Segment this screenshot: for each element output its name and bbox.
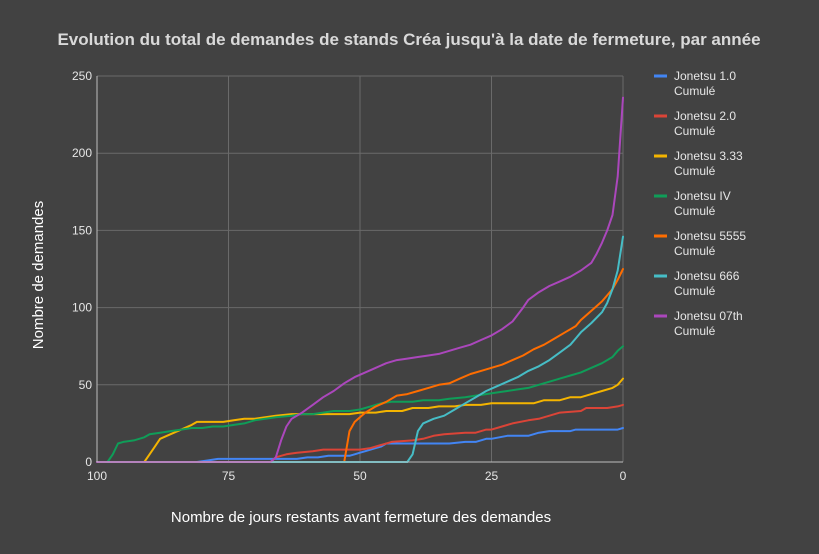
series-line-7 [96, 96, 624, 463]
legend-item: Jonetsu 1.0 Cumulé [654, 69, 736, 98]
x-tick-label: 0 [620, 469, 627, 483]
y-tick-label: 0 [85, 455, 92, 469]
legend-item: Jonetsu 2.0 Cumulé [654, 109, 736, 138]
series-line-2 [96, 403, 624, 463]
chart-title: Evolution du total de demandes de stands… [57, 30, 760, 49]
x-axis-title: Nombre de jours restants avant fermeture… [171, 509, 551, 526]
x-tick-label: 50 [353, 469, 367, 483]
y-tick-label: 150 [72, 223, 92, 237]
grid [97, 75, 624, 462]
x-tick-label: 100 [87, 469, 107, 483]
y-tick-label: 50 [79, 378, 93, 392]
legend-label: Jonetsu 666 Cumulé [674, 269, 740, 298]
legend-label: Jonetsu 5555 Cumulé [674, 229, 746, 258]
legend-label: Jonetsu 3.33 Cumulé [674, 149, 743, 178]
y-tick-label: 100 [72, 301, 92, 315]
legend-item: Jonetsu IV Cumulé [654, 189, 731, 218]
legend-label: Jonetsu 2.0 Cumulé [674, 109, 736, 138]
series-line-6 [96, 235, 624, 463]
y-axis-title: Nombre de demandes [30, 201, 47, 349]
series-line-3 [96, 377, 624, 463]
y-tick-label: 250 [72, 69, 92, 83]
series-line-5 [96, 268, 624, 463]
legend: Jonetsu 1.0 Cumulé Jonetsu 2.0 Cumulé Jonets… [654, 69, 746, 338]
legend-label: Jonetsu 1.0 Cumulé [674, 69, 736, 98]
legend-item: Jonetsu 666 Cumulé [654, 269, 740, 298]
legend-item: Jonetsu 5555 Cumulé [654, 229, 746, 258]
series-lines [96, 96, 624, 463]
legend-item: Jonetsu 3.33 Cumulé [654, 149, 743, 178]
legend-label: Jonetsu 07th Cumulé [674, 309, 743, 338]
x-tick-label: 25 [485, 469, 499, 483]
legend-item: Jonetsu 07th Cumulé [654, 309, 743, 338]
x-tick-label: 75 [222, 469, 236, 483]
y-tick-label: 200 [72, 146, 92, 160]
legend-label: Jonetsu IV Cumulé [674, 189, 731, 218]
series-line-4 [96, 345, 624, 463]
